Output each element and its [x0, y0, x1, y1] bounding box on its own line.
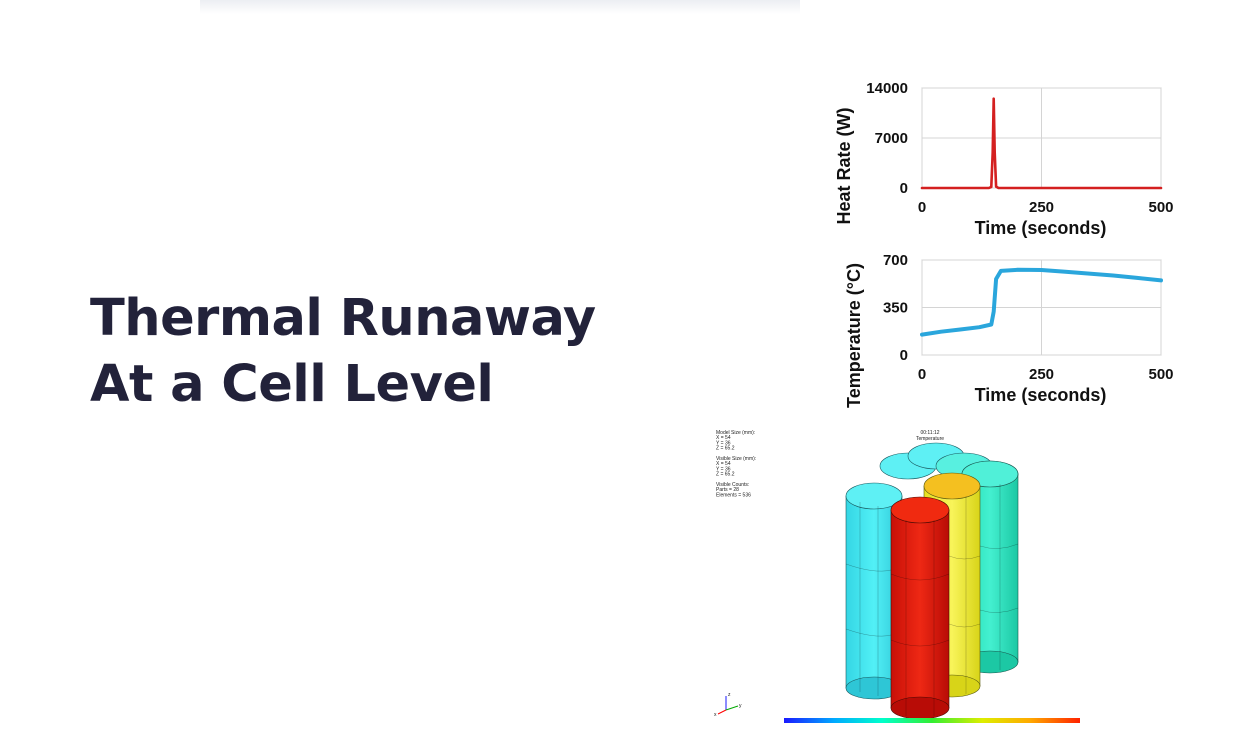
axis-y-label: y: [739, 703, 742, 709]
x-tick-label: 0: [918, 199, 926, 216]
axis-x-label: x: [714, 712, 717, 718]
y-tick-label: 0: [900, 347, 908, 364]
sim-info-line: Model Size (mm):: [716, 430, 755, 436]
top-shadow: [200, 0, 800, 14]
sim-info-line: X = 54: [716, 461, 731, 467]
cell-hot: [890, 496, 950, 720]
axis-triad: z y x: [714, 692, 742, 718]
temperature-colorbar: [784, 718, 1080, 723]
x-tick-label: 500: [1148, 366, 1173, 383]
slide-title: Thermal Runaway At a Cell Level: [90, 286, 690, 418]
temperature-chart: 0 350 700 0 250 500 Time (seconds) Temperature …: [844, 252, 1174, 408]
x-tick-label: 500: [1148, 199, 1173, 216]
title-line-1: Thermal Runaway: [90, 289, 596, 348]
x-axis-label: Time (seconds): [975, 218, 1107, 238]
y-tick-label: 0: [900, 180, 908, 197]
sim-info-line: Parts = 28: [716, 487, 739, 493]
y-tick-label: 350: [883, 300, 908, 317]
x-tick-label: 250: [1029, 366, 1054, 383]
simulation-info-text: Model Size (mm):X = 54Y = 36Z = 65.2Visi…: [716, 430, 756, 498]
x-axis-label: Time (seconds): [975, 385, 1107, 405]
y-axis-label: Temperature (°C): [844, 263, 864, 408]
simulation-svg: Model Size (mm):X = 54Y = 36Z = 65.2Visi…: [714, 430, 1080, 723]
x-tick-label: 0: [918, 366, 926, 383]
sim-info-line: Y = 36: [716, 466, 731, 472]
sim-info-line: Elements = 536: [716, 492, 751, 498]
y-axis-label: Heat Rate (W): [834, 107, 854, 224]
y-tick-label: 14000: [866, 80, 908, 97]
battery-simulation-image: Model Size (mm): X = 54 Y = 36 Z = 65.2 Visi…: [708, 424, 1150, 726]
sim-info-line: Visible Size (mm):: [716, 456, 756, 462]
sim-time: 00:11:12: [920, 430, 939, 436]
sim-info-line: Visible Counts:: [716, 482, 749, 488]
heat-rate-chart: 0 7000 14000 0 250 500 Time (seconds) Heat Rate…: [834, 80, 1174, 238]
title-line-2: At a Cell Level: [90, 355, 494, 414]
sim-info-line: Z = 65.2: [716, 472, 735, 478]
sim-info-line: Y = 36: [716, 440, 731, 446]
sim-quantity: Temperature: [916, 436, 944, 442]
y-tick-label: 7000: [875, 130, 908, 147]
y-tick-label: 700: [883, 252, 908, 269]
axis-z-label: z: [728, 692, 731, 698]
sim-info-line: Z = 65.2: [716, 446, 735, 452]
sim-info-line: X = 54: [716, 435, 731, 441]
mesh-lines: [845, 484, 1019, 716]
x-tick-label: 250: [1029, 199, 1054, 216]
